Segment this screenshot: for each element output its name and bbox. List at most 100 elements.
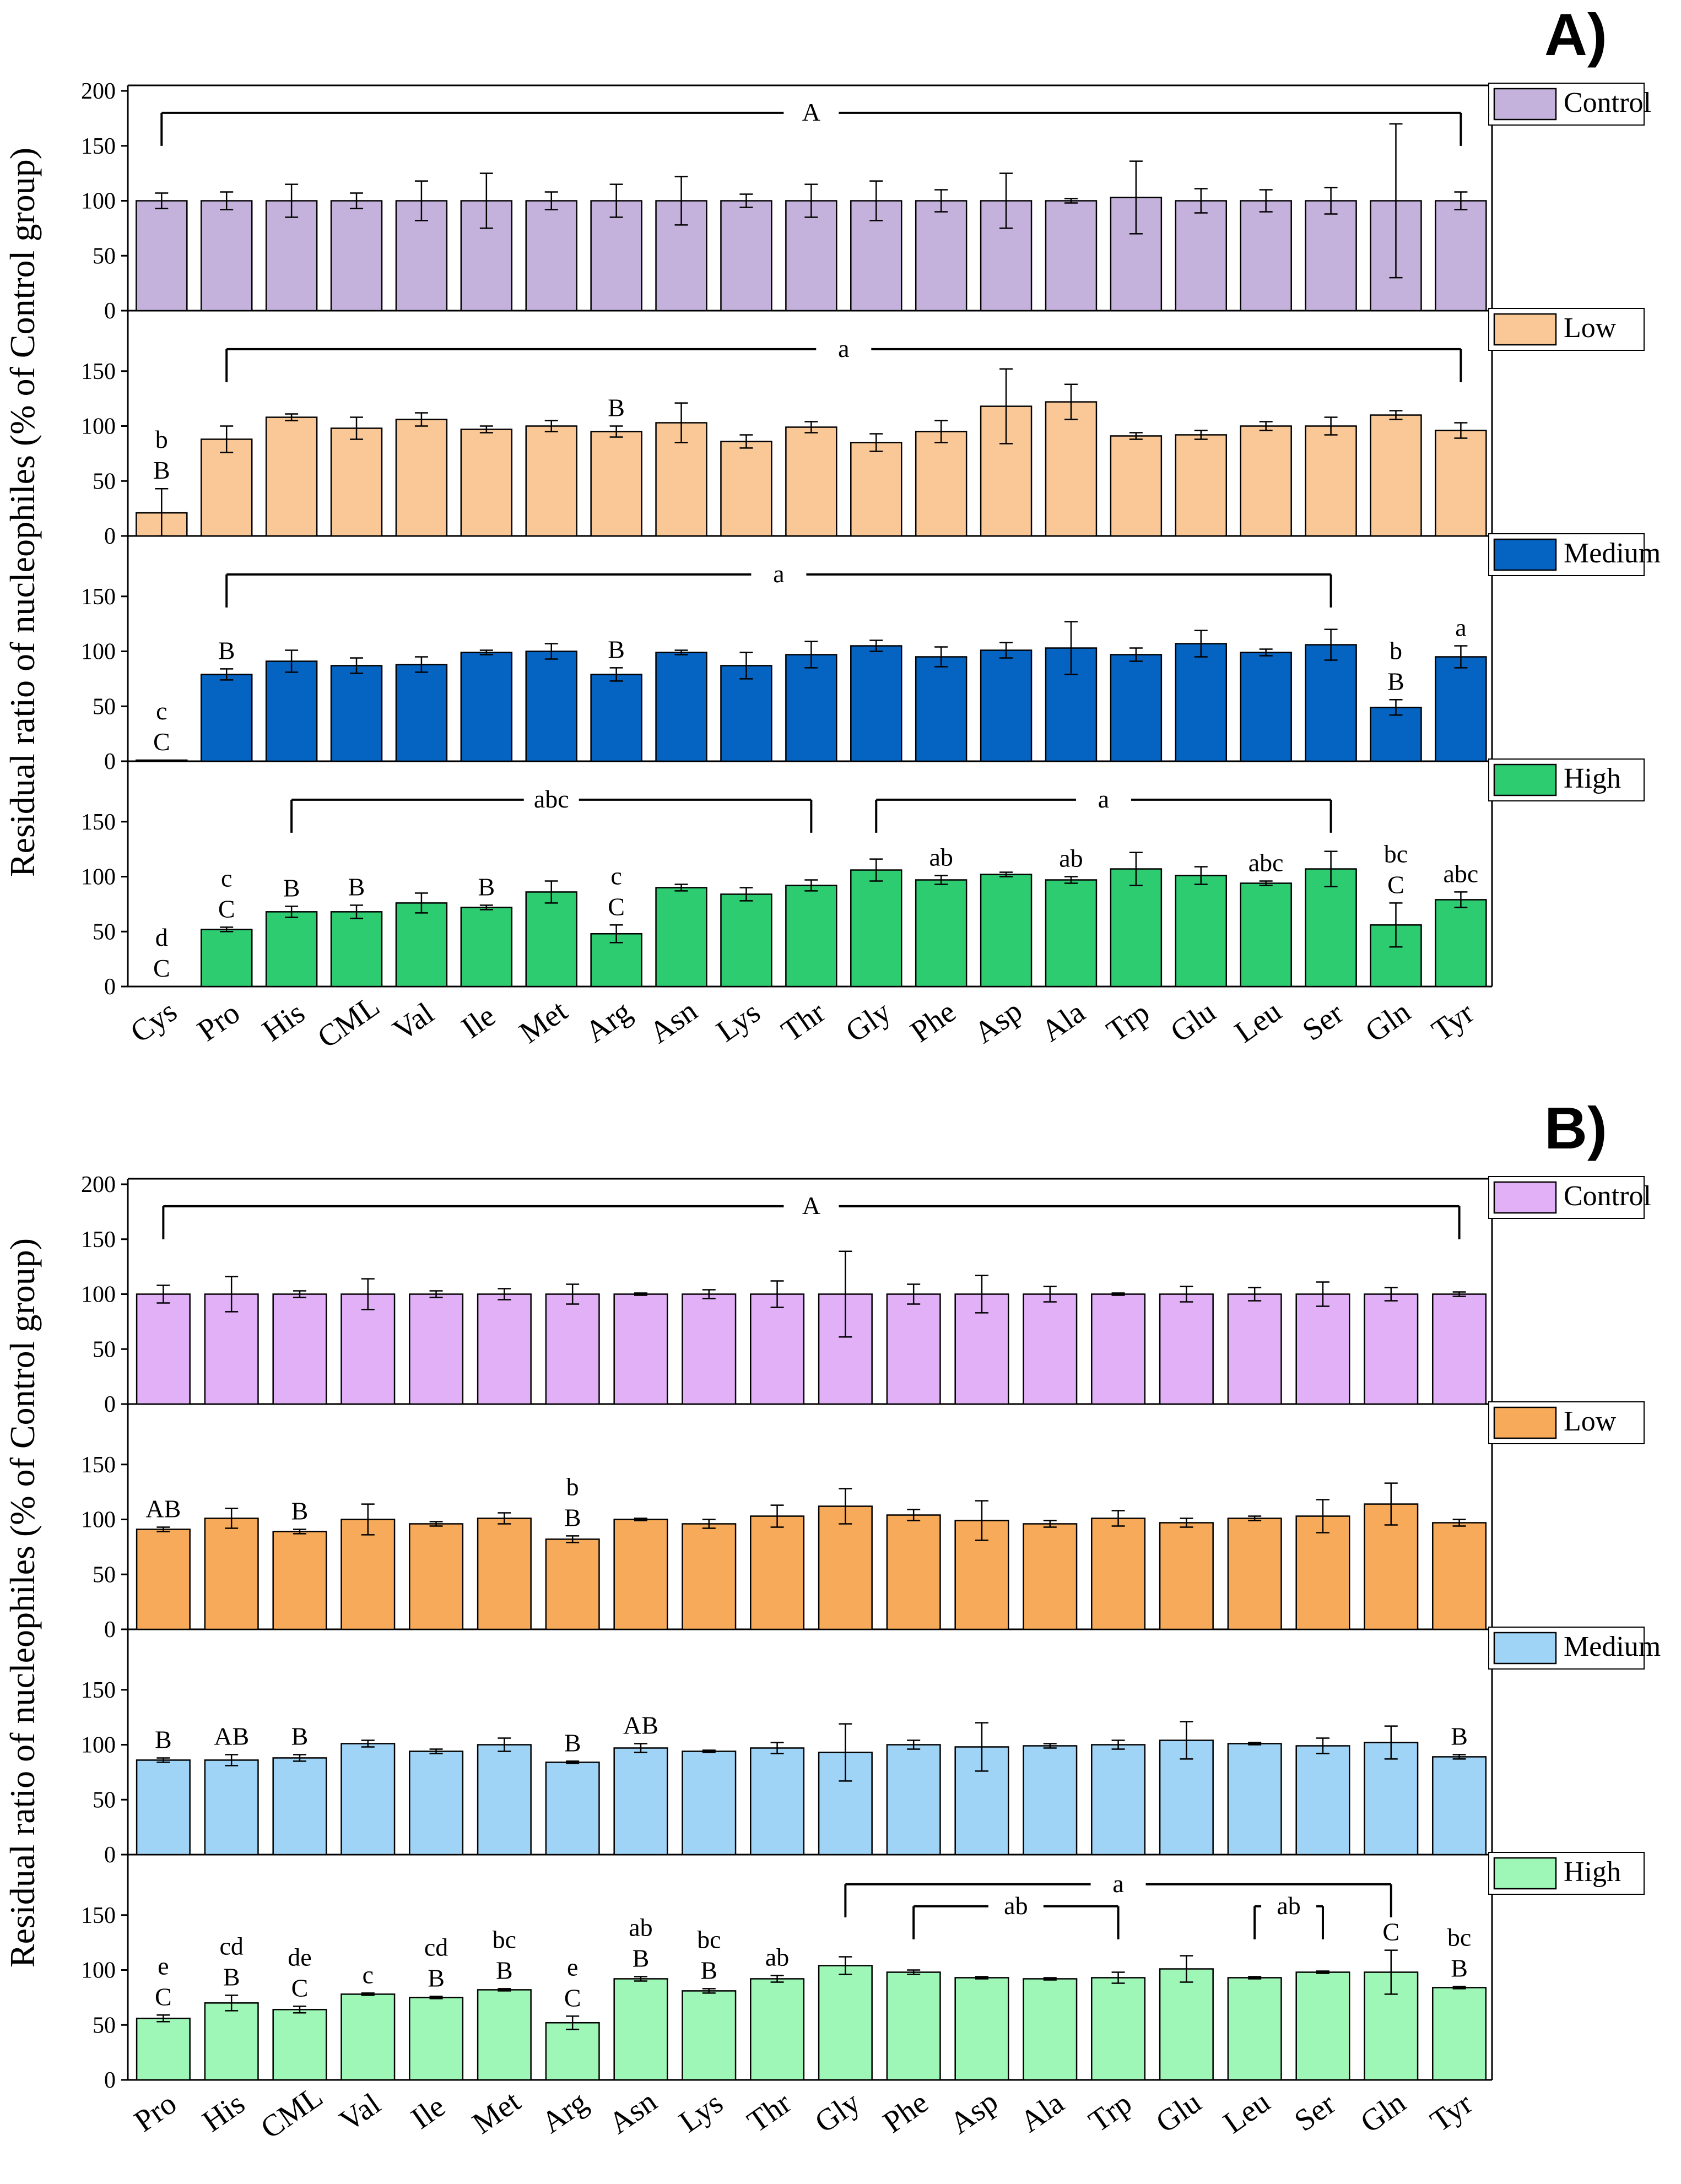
significance-letter: ab [765, 1943, 789, 1971]
bar-gln [1370, 414, 1422, 537]
y-tick-label: 0 [104, 749, 116, 774]
significance-letter: AB [145, 1494, 181, 1522]
significance-letter: C [608, 892, 625, 920]
x-category-label: Cys [125, 994, 183, 1050]
bar-thr [785, 654, 837, 762]
bar-glu [1175, 200, 1228, 312]
bracket-label-bg [523, 785, 579, 811]
y-tick-label: 50 [93, 694, 116, 719]
x-category-label: Gly [840, 995, 897, 1049]
bar-trp [1110, 654, 1163, 762]
y-tick-label: 100 [81, 640, 116, 665]
x-category-label: Leu [1229, 994, 1288, 1050]
bar-lys [682, 1523, 737, 1630]
bar-trp [1091, 1977, 1146, 2081]
bar-tyr [1432, 1987, 1487, 2081]
bar-leu [1227, 1293, 1282, 1405]
y-tick-label: 100 [81, 1958, 116, 1984]
bar-gly [850, 645, 902, 762]
bar-cml [272, 1531, 327, 1630]
significance-letter: B [1451, 1954, 1468, 1982]
x-category-label: Met [514, 994, 574, 1050]
bar-glu [1175, 434, 1228, 537]
bar-asn [613, 1978, 668, 2081]
x-category-label: CML [311, 989, 386, 1055]
bar-arg [590, 431, 642, 537]
significance-letter: bc [493, 1925, 516, 1953]
bar-asn [655, 887, 707, 988]
bracket-label: a [773, 560, 784, 588]
significance-letter: B [478, 872, 495, 901]
bar-leu [1240, 652, 1292, 762]
y-tick-label: 150 [81, 134, 116, 159]
legend-swatch [1493, 1181, 1557, 1214]
y-tick-label: 50 [93, 1787, 116, 1813]
bar-cml [272, 1757, 327, 1856]
y-axis-title: Residual ratio of nucleophiles (% of Con… [3, 148, 42, 877]
bar-tyr [1435, 899, 1487, 988]
bar-asn [613, 1747, 668, 1856]
significance-letter: B [608, 635, 625, 663]
bar-cys [136, 759, 188, 762]
significance-letter: B [564, 1503, 581, 1531]
x-category-label: Ser [1296, 996, 1350, 1048]
significance-letter: B [348, 872, 365, 901]
bar-gln [1364, 1293, 1419, 1405]
bar-phe [886, 1971, 941, 2081]
bar-glu [1159, 1293, 1214, 1405]
significance-letter: bc [1384, 839, 1408, 868]
bracket-label: a [838, 334, 849, 362]
bar-ile [460, 907, 513, 988]
bar-thr [785, 426, 837, 537]
legend-label-high: High [1564, 1856, 1621, 1888]
bar-ala [1023, 1745, 1078, 1856]
bar-asp [954, 1977, 1009, 2081]
bar-glu [1159, 1968, 1214, 2081]
significance-letter: C [1387, 870, 1404, 898]
legend-label-control: Control [1564, 87, 1651, 118]
bar-his [204, 1293, 259, 1405]
bar-cml [330, 911, 383, 988]
bar-cys [136, 200, 188, 312]
x-category-label: Phe [877, 2085, 934, 2140]
bar-leu [1227, 1743, 1282, 1856]
significance-letter: C [1382, 1918, 1399, 1946]
bar-phe [915, 656, 967, 762]
bar-ser [1305, 200, 1357, 312]
bar-his [204, 2002, 259, 2081]
legend-label-medium: Medium [1564, 538, 1661, 569]
x-category-label: Thr [741, 2085, 797, 2139]
significance-letter: B [218, 636, 235, 664]
x-category-label: Arg [579, 994, 637, 1049]
significance-letter: ab [1059, 844, 1083, 872]
series-row-control: 0 50 100 150 200 A Control [81, 1172, 1651, 1417]
bar-trp [1091, 1518, 1146, 1630]
bar-trp [1091, 1293, 1146, 1405]
bar-lys [682, 1990, 737, 2081]
legend-label-low: Low [1564, 1406, 1617, 1437]
bracket-label: ab [1004, 1892, 1028, 1920]
bracket-label: a [1112, 1869, 1123, 1898]
y-tick-label: 200 [81, 79, 116, 104]
bar-ile [409, 1293, 464, 1405]
significance-letter: C [218, 895, 235, 923]
significance-letter: c [156, 697, 167, 725]
bar-ile [409, 1997, 464, 2081]
bar-val [395, 902, 448, 988]
bar-lys [682, 1293, 737, 1405]
x-category-label: Phe [905, 995, 962, 1049]
y-tick-label: 0 [104, 1392, 116, 1417]
y-tick-label: 0 [104, 1842, 116, 1868]
bar-pro [200, 200, 253, 312]
bar-his [265, 200, 318, 312]
x-category-label: Gln [1359, 995, 1417, 1049]
bar-cml [330, 427, 383, 537]
x-category-label: Ile [405, 2089, 451, 2136]
y-tick-label: 100 [81, 414, 116, 440]
panel-label: B) [1544, 1094, 1607, 1161]
bracket-label-bg [1090, 1869, 1146, 1895]
significance-letter: B [633, 1944, 650, 1972]
bar-met [477, 1989, 532, 2081]
